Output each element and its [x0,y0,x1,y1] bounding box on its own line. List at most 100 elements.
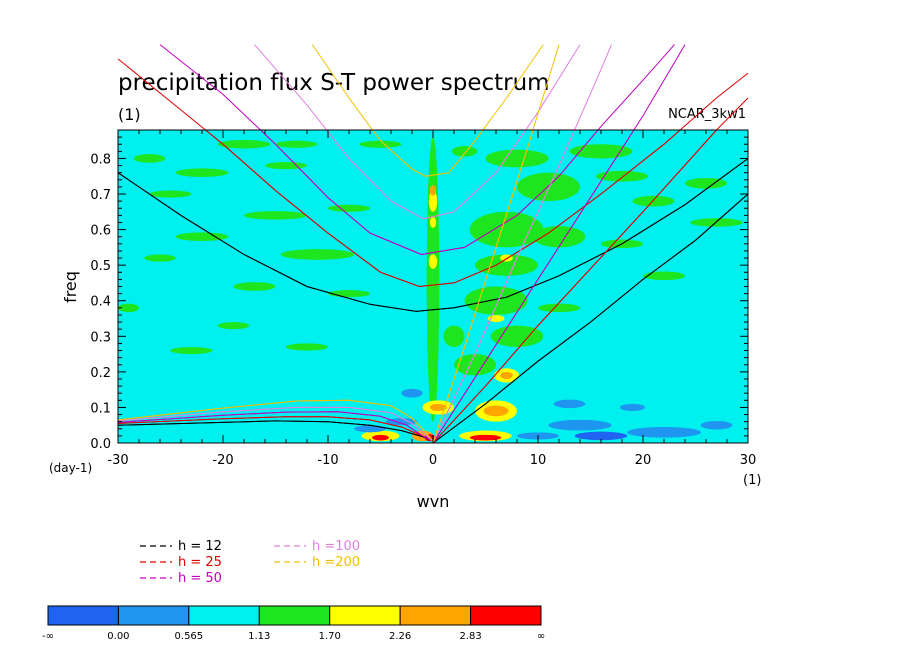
heatmap-blob [517,172,580,202]
heatmap-blob [175,168,229,177]
y-tick-label: 0.2 [90,366,111,381]
dispersion-curve-h50 [259,130,599,256]
heatmap-blob [426,137,440,422]
x-tick-label: -30 [107,453,128,468]
heatmap-blob [685,178,727,189]
colorbar-label: ∞ [537,631,545,642]
heatmap-blob [428,190,438,212]
colorbar-label: -∞ [42,631,54,642]
heatmap-blob [286,343,328,351]
y-tick-label: 0.4 [90,295,111,310]
y-tick-label: 0.5 [90,259,111,274]
x-tick-label: 10 [530,453,547,468]
colorbar-swatch [188,605,260,626]
heatmap-blob [401,388,423,398]
colorbar-label: 0.565 [175,631,204,642]
heatmap-blob [632,195,675,207]
units-label: (1) [118,105,141,124]
heatmap-blob [469,434,502,441]
legend-label: h =200 [312,555,360,570]
x-axis-label: wvn [417,492,450,511]
dispersion-curve-h25 [204,130,681,288]
x-tick-label: 20 [635,453,652,468]
heatmap-blob [569,144,633,159]
heatmap-blob [483,405,509,417]
heatmap-blob [217,139,271,149]
dispersion-curve-h12 [118,158,748,312]
dispersion-curve-h100 [325,130,527,220]
y-tick-label: 0.8 [90,152,111,167]
x-tick-label: 0 [429,453,437,468]
heatmap-blob [328,290,370,298]
heatmap-blob [595,170,649,182]
colorbar-swatch [399,605,472,626]
colorbar-swatch [470,605,542,626]
heatmap-blob [280,249,355,260]
x-tick-label: -10 [317,453,338,468]
x-tick-label: 30 [740,453,757,468]
heatmap-blob [133,154,166,163]
y-tick-label: 0.1 [90,401,111,416]
heatmap-blob [372,434,389,441]
dispersion-curve-h200 [118,399,434,442]
heatmap-blob [149,190,192,198]
heatmap-field [118,130,748,443]
colorbar-swatch [258,605,331,626]
colorbar-label: 2.83 [459,631,481,642]
dispersion-curve-h100 [118,406,434,442]
y-tick-label: 0.0 [90,437,111,452]
dispersion-curve-h200 [432,130,534,443]
x-axis: -30 -20 -10 0 10 20 30 [107,130,756,468]
heatmap-blob [359,140,402,148]
dispersion-curve-h12 [432,193,748,443]
dispersion-curve-h50 [118,411,434,442]
heatmap-blob [500,371,513,379]
heatmap-blob [429,185,437,196]
dispersion-curve-h25 [432,130,718,443]
heatmap-blob [627,426,701,438]
legend-label: h = 25 [178,555,222,570]
heatmap-blob [118,303,139,313]
heatmap-blob [548,419,612,431]
heatmap-blob [385,418,418,426]
heatmap-blob [574,431,628,441]
legend-label: h =100 [312,539,360,554]
colorbar-swatch [329,605,401,626]
colorbar-swatch [47,605,119,626]
legend-label: h = 50 [178,571,222,586]
heatmap-blob [469,211,544,248]
heatmap-blob [354,425,386,433]
y-axis-label: freq [61,271,80,303]
heatmap-blob [429,217,437,228]
heatmap-blob [553,399,586,409]
dispersion-curves [118,130,748,443]
heatmap-blob [538,303,580,313]
heatmap-blob [500,254,513,262]
legend-label: h = 12 [178,539,222,554]
heatmap-blob [532,226,586,248]
dispersion-curve-h200 [371,130,484,177]
y-tick-label: 0.6 [90,224,111,239]
dispersion-curve-h100 [432,130,576,443]
heatmap-blob [428,254,438,269]
heatmap-blob [485,149,549,168]
heatmap-blob [175,232,229,241]
heatmap-blob [443,325,465,347]
heatmap-blob [275,140,318,148]
heatmap-blob [643,271,685,281]
colorbar-label: 1.13 [248,631,270,642]
heatmap-blob [265,162,307,170]
y-axis-unit: (day-1) [49,461,92,475]
heatmap-blob [490,325,544,347]
heatmap-blob [217,322,250,330]
colorbar: -∞ 0.00 0.565 1.13 1.70 2.26 2.83 ∞ [42,605,545,642]
x-tick-label: -20 [212,453,233,468]
heatmap-blob [429,403,447,411]
heatmap-blob [700,420,733,430]
dispersion-curve-h50 [432,130,635,443]
y-tick-label: 0.3 [90,330,111,345]
heatmap-blob [454,354,496,376]
y-axis: 0.0 0.1 0.2 0.3 0.4 0.5 0.6 0.7 0.8 [90,136,748,452]
